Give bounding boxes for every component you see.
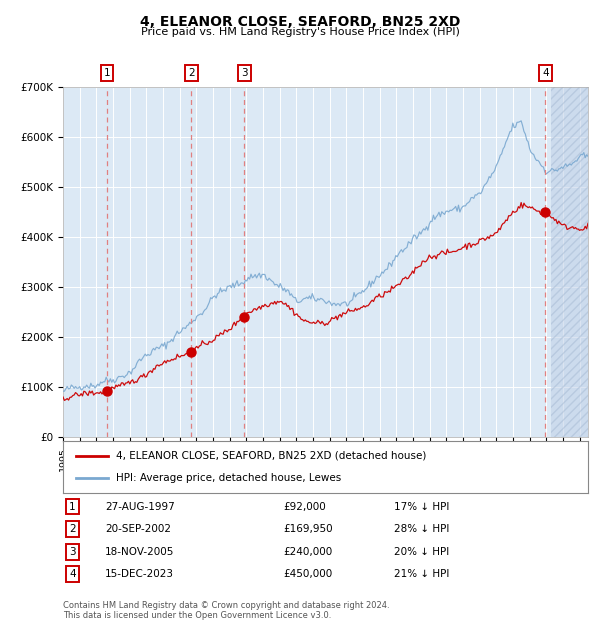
Text: 15-DEC-2023: 15-DEC-2023 bbox=[105, 569, 174, 579]
Text: 20-SEP-2002: 20-SEP-2002 bbox=[105, 524, 171, 534]
Text: 17% ↓ HPI: 17% ↓ HPI bbox=[394, 502, 449, 512]
Text: 21% ↓ HPI: 21% ↓ HPI bbox=[394, 569, 449, 579]
Text: 28% ↓ HPI: 28% ↓ HPI bbox=[394, 524, 449, 534]
Text: £169,950: £169,950 bbox=[284, 524, 333, 534]
Text: 2: 2 bbox=[69, 524, 76, 534]
Text: 4: 4 bbox=[69, 569, 76, 579]
Text: Contains HM Land Registry data © Crown copyright and database right 2024.: Contains HM Land Registry data © Crown c… bbox=[63, 601, 389, 611]
Text: £450,000: £450,000 bbox=[284, 569, 333, 579]
Text: 27-AUG-1997: 27-AUG-1997 bbox=[105, 502, 175, 512]
Text: This data is licensed under the Open Government Licence v3.0.: This data is licensed under the Open Gov… bbox=[63, 611, 331, 620]
Text: £240,000: £240,000 bbox=[284, 547, 333, 557]
Text: Price paid vs. HM Land Registry's House Price Index (HPI): Price paid vs. HM Land Registry's House … bbox=[140, 27, 460, 37]
Text: 1: 1 bbox=[69, 502, 76, 512]
Text: HPI: Average price, detached house, Lewes: HPI: Average price, detached house, Lewe… bbox=[115, 474, 341, 484]
Text: 18-NOV-2005: 18-NOV-2005 bbox=[105, 547, 175, 557]
Text: 2: 2 bbox=[188, 68, 195, 78]
Text: 3: 3 bbox=[241, 68, 248, 78]
Text: 20% ↓ HPI: 20% ↓ HPI bbox=[394, 547, 449, 557]
Text: 1: 1 bbox=[104, 68, 110, 78]
Text: £92,000: £92,000 bbox=[284, 502, 326, 512]
Text: 4, ELEANOR CLOSE, SEAFORD, BN25 2XD: 4, ELEANOR CLOSE, SEAFORD, BN25 2XD bbox=[140, 16, 460, 30]
Text: 3: 3 bbox=[69, 547, 76, 557]
Text: 4: 4 bbox=[542, 68, 549, 78]
Bar bbox=[551, 87, 588, 437]
Text: 4, ELEANOR CLOSE, SEAFORD, BN25 2XD (detached house): 4, ELEANOR CLOSE, SEAFORD, BN25 2XD (det… bbox=[115, 451, 426, 461]
